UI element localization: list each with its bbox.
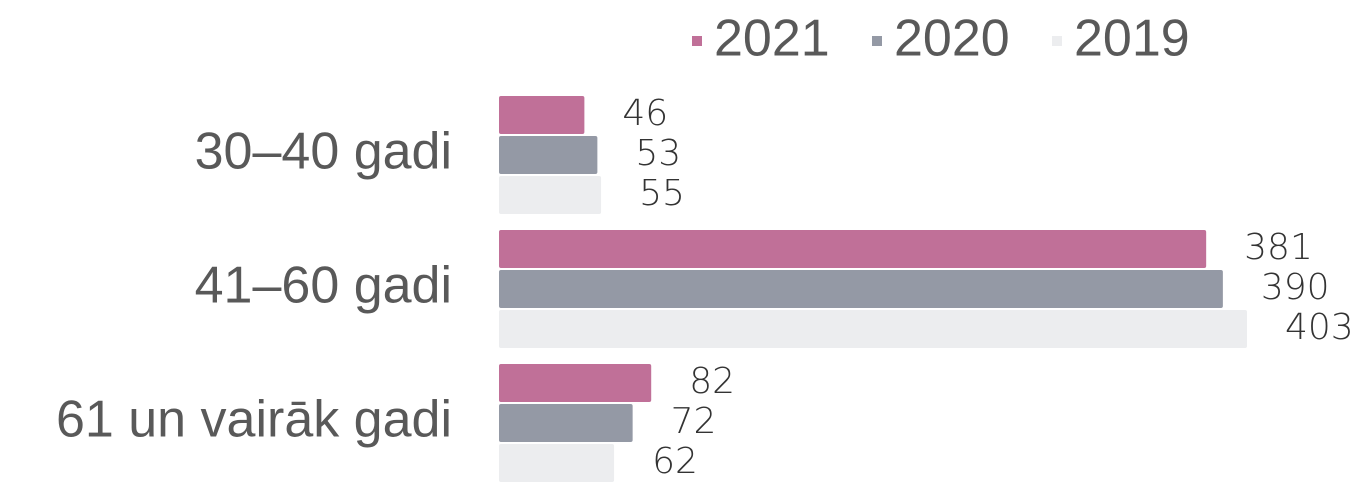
legend-swatch [692,36,702,46]
value-label: 390 [1261,267,1330,308]
bar [499,96,585,134]
value-label: 403 [1285,307,1354,348]
value-label: 53 [635,133,681,174]
value-label: 82 [689,361,735,402]
legend-label: 2019 [1074,10,1190,68]
bar [499,176,602,214]
value-label: 55 [639,173,685,214]
legend-swatch [1052,36,1062,46]
bar [499,270,1223,308]
value-label: 62 [652,441,698,482]
bar [499,404,633,442]
bar [499,444,615,482]
bar [499,310,1247,348]
category-label: 30–40 gadi [195,123,452,181]
legend-label: 2021 [714,10,830,68]
legend-swatch [872,36,882,46]
category-label: 61 un vairāk gadi [56,391,452,449]
value-label: 46 [622,93,668,134]
category-label: 41–60 gadi [195,257,452,315]
value-label: 72 [671,401,717,442]
bar [499,136,598,174]
bar [499,230,1207,268]
bar [499,364,652,402]
value-label: 381 [1244,227,1313,268]
legend-label: 2020 [894,10,1010,68]
